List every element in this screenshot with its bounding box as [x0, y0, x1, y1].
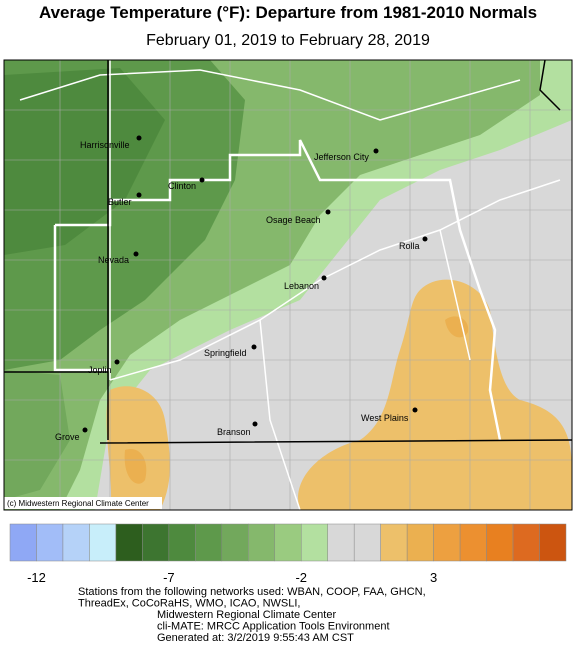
- legend-swatch: [168, 523, 196, 562]
- city-label: Branson: [217, 427, 251, 437]
- legend-swatch: [486, 523, 514, 562]
- city-dot: [252, 421, 258, 427]
- city-label: Butler: [108, 197, 132, 207]
- city-label: Osage Beach: [266, 215, 321, 225]
- footer-line: ThreadEx, CoCoRaHS, WMO, ICAO, NWSLI,: [78, 598, 301, 610]
- cities: Harrisonville Jefferson City Clinton But…: [55, 135, 428, 442]
- credit: (c) Midwestern Regional Climate Center: [7, 499, 149, 508]
- title: Average Temperature (°F): Departure from…: [39, 3, 537, 22]
- legend-swatch: [433, 523, 461, 562]
- city-dot: [199, 177, 205, 183]
- footer: Stations from the following networks use…: [78, 586, 426, 644]
- city-dot: [251, 344, 257, 350]
- legend-swatch: [353, 523, 381, 562]
- footer-line: cli-MATE: MRCC Application Tools Environ…: [157, 621, 390, 633]
- legend-swatch: [89, 523, 117, 562]
- legend-swatch: [142, 523, 170, 562]
- legend-swatch: [539, 523, 567, 562]
- city-dot: [422, 236, 428, 242]
- credit-box: [4, 497, 162, 509]
- city-label: Joplin: [88, 365, 112, 375]
- legend-swatch: [512, 523, 540, 562]
- subtitle: February 01, 2019 to February 28, 2019: [146, 32, 430, 49]
- city-label: Harrisonville: [80, 140, 130, 150]
- city-dot: [373, 148, 379, 154]
- legend-swatch: [327, 523, 355, 562]
- legend-swatch: [380, 523, 408, 562]
- legend-swatch: [9, 523, 37, 562]
- legend-label: -12: [27, 570, 46, 585]
- map: Harrisonville Jefferson City Clinton But…: [3, 59, 573, 511]
- city-label: Nevada: [98, 255, 129, 265]
- zone-orange-dark: [445, 316, 469, 338]
- zone-orange: [298, 279, 572, 510]
- city-dot: [114, 359, 120, 365]
- city-label: Clinton: [168, 181, 196, 191]
- map-frame: [3, 59, 573, 511]
- city-dot: [412, 407, 418, 413]
- legend-swatch: [459, 523, 487, 562]
- county-lines: [4, 60, 572, 510]
- legend-swatch: [115, 523, 143, 562]
- city-dot: [136, 192, 142, 198]
- zone-orange-west: [106, 386, 170, 510]
- state-borders: [4, 59, 573, 444]
- legend-swatch: [274, 523, 302, 562]
- zone-sw-green: [4, 370, 70, 500]
- legend-swatch: [406, 523, 434, 562]
- city-label: Rolla: [399, 241, 420, 251]
- city-dot: [136, 135, 142, 141]
- city-label: Jefferson City: [314, 152, 369, 162]
- legend-swatch: [62, 523, 90, 562]
- legend-swatch: [221, 523, 249, 562]
- legend-swatch: [300, 523, 328, 562]
- city-label: Grove: [55, 432, 80, 442]
- city-label: Springfield: [204, 348, 247, 358]
- zone-dark-green: [4, 68, 165, 255]
- city-dot: [321, 275, 327, 281]
- legend-label: 3: [430, 570, 437, 585]
- footer-line: Generated at: 3/2/2019 9:55:43 AM CST: [157, 632, 354, 644]
- city-dot: [325, 209, 331, 215]
- legend-label: -7: [163, 570, 175, 585]
- city-dot: [82, 427, 88, 433]
- legend-swatch: [36, 523, 64, 562]
- city-dot: [133, 251, 139, 257]
- zone-orange-dark: [124, 449, 147, 484]
- region-boundary: [53, 139, 502, 441]
- footer-line: Stations from the following networks use…: [78, 586, 426, 598]
- footer-line: Midwestern Regional Climate Center: [157, 609, 336, 621]
- legend-swatch: [248, 523, 276, 562]
- legend-label: -2: [295, 570, 307, 585]
- legend-swatch: [195, 523, 223, 562]
- city-label: West Plains: [361, 413, 409, 423]
- legend: -12 -7 -2 3: [9, 523, 567, 585]
- city-label: Lebanon: [284, 281, 319, 291]
